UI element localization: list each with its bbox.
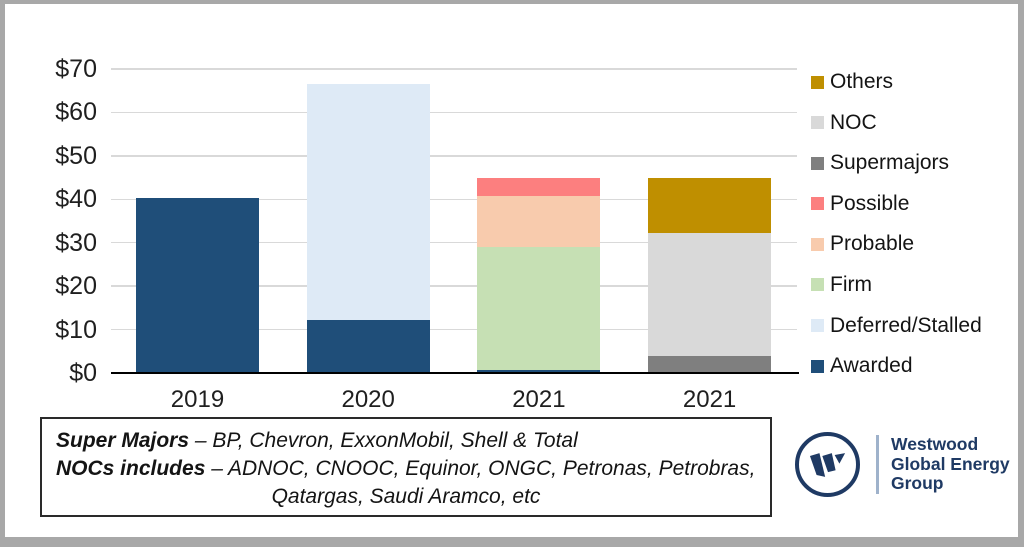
bar-segment-firm — [477, 247, 601, 370]
x-axis-label: 2019 — [170, 386, 225, 413]
legend-swatch-others — [811, 75, 824, 89]
westwood-logo-mark — [795, 432, 860, 497]
legend-item-deferred-stalled: Deferred/Stalled — [811, 313, 982, 337]
legend-label-others: Others — [830, 70, 894, 93]
y-axis-label: $0 — [69, 359, 97, 387]
y-axis-label: $60 — [55, 98, 97, 127]
chart-legend: Others NOC Supermajors Possible Probable Firm… — [811, 70, 982, 378]
footnote-line-supermajors: Super Majors – BP, Chevron, ExxonMobil, … — [56, 427, 756, 455]
legend-item-others: Others — [811, 70, 982, 93]
logo-line-3: Group — [891, 473, 944, 493]
x-axis-label: 2020 — [341, 386, 395, 413]
x-axis-label: 2021 — [682, 386, 737, 413]
legend-label-deferred-stalled: Deferred/Stalled — [830, 313, 982, 337]
footnote-def-supermajors: – BP, Chevron, ExxonMobil, Shell & Total — [189, 429, 578, 452]
gridline-$50 — [111, 155, 797, 157]
legend-label-probable: Probable — [830, 232, 915, 256]
y-axis-label: $20 — [55, 272, 97, 301]
legend-label-firm: Firm — [830, 272, 872, 296]
bar-segment-awarded — [136, 197, 259, 373]
logo-line-2: Global Energy — [891, 453, 1010, 474]
bar-segment-awarded — [306, 320, 430, 373]
bar-segment-others — [648, 177, 772, 234]
legend-label-possible: Possible — [830, 191, 910, 215]
gridline-$30 — [111, 242, 797, 244]
legend-swatch-supermajors — [811, 156, 824, 170]
legend-swatch-deferred-stalled — [811, 319, 824, 333]
logo-divider — [876, 435, 879, 494]
gridline-$70 — [111, 68, 797, 70]
logo-wordmark: Westwood Global Energy Group — [891, 434, 1018, 494]
y-axis-label: $10 — [55, 315, 97, 344]
y-axis-label: $40 — [55, 185, 97, 214]
legend-item-possible: Possible — [811, 191, 982, 215]
legend-item-firm: Firm — [811, 272, 982, 296]
logo-line-1: Westwood — [891, 434, 979, 454]
gridline-$40 — [111, 198, 797, 200]
footnote-term-supermajors: Super Majors — [56, 429, 190, 452]
footnote-term-nocs: NOCs includes — [56, 457, 206, 480]
legend-swatch-firm — [811, 278, 824, 292]
footnote-box: Super Majors – BP, Chevron, ExxonMobil, … — [40, 417, 772, 517]
legend-swatch-probable — [811, 237, 824, 251]
legend-item-noc: NOC — [811, 110, 982, 134]
y-axis-label: $30 — [55, 228, 97, 257]
bar-segment-supermajors — [648, 355, 772, 373]
legend-label-awarded: Awarded — [830, 354, 913, 378]
legend-item-awarded: Awarded — [811, 354, 982, 378]
gridline-$10 — [111, 328, 797, 331]
bar-segment-possible — [477, 178, 601, 197]
y-axis-label: $50 — [55, 141, 97, 170]
bar-segment-noc — [648, 233, 772, 356]
legend-swatch-awarded — [811, 359, 824, 373]
legend-item-probable: Probable — [811, 232, 982, 256]
legend-label-supermajors: Supermajors — [830, 151, 950, 175]
bar-segment-probable — [477, 196, 601, 248]
bar-segment-deferred-stalled — [306, 84, 430, 320]
footnote-def-nocs: – ADNOC, CNOOC, Equinor, ONGC, Petronas,… — [205, 457, 756, 480]
gridline-$60 — [111, 111, 797, 114]
footnote-line-nocs-continued: Qatargas, Saudi Aramco, etc — [271, 485, 541, 508]
legend-swatch-noc — [811, 116, 824, 130]
footnote-line-nocs: NOCs includes – ADNOC, CNOOC, Equinor, O… — [56, 455, 756, 483]
x-axis-line — [111, 372, 799, 375]
x-axis-label: 2021 — [512, 386, 566, 413]
bar-segment-awarded — [477, 369, 601, 373]
westwood-w-icon — [809, 452, 845, 477]
y-axis-label: $70 — [55, 55, 97, 83]
legend-label-noc: NOC — [830, 110, 877, 134]
legend-item-supermajors: Supermajors — [811, 151, 982, 175]
gridline-$20 — [111, 285, 797, 287]
legend-swatch-possible — [811, 197, 824, 211]
